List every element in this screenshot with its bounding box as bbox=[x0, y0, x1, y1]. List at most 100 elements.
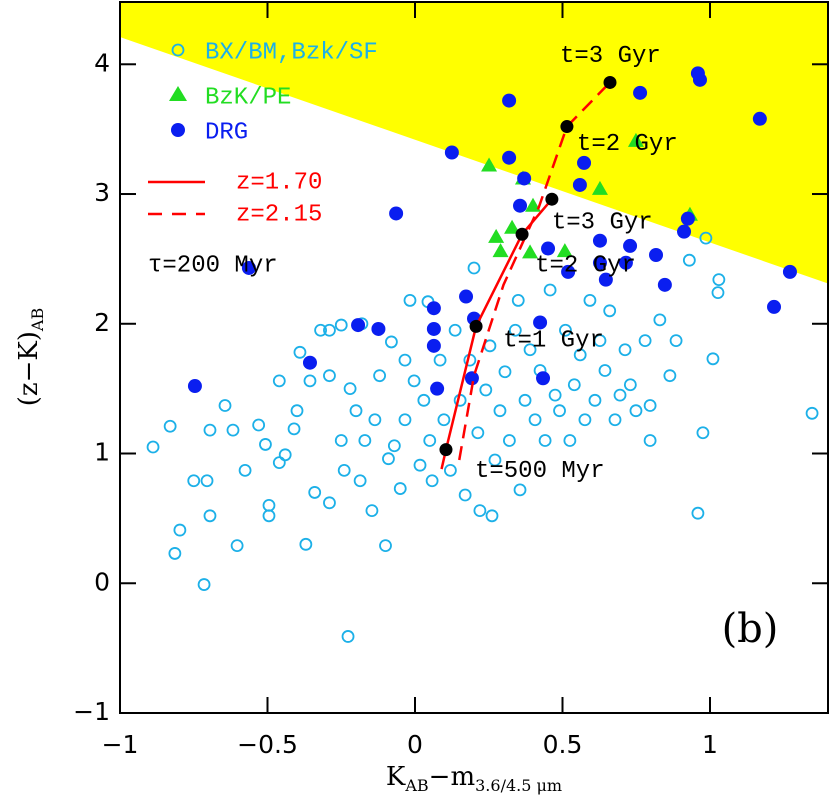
point bbox=[782, 264, 797, 279]
point bbox=[583, 294, 597, 307]
point bbox=[163, 419, 177, 433]
point bbox=[608, 413, 622, 427]
age-label: t=3 Gyr bbox=[552, 210, 653, 237]
point bbox=[563, 434, 577, 447]
point bbox=[417, 393, 431, 407]
point bbox=[573, 348, 587, 362]
plot-frame bbox=[119, 1, 829, 714]
point bbox=[168, 547, 182, 560]
point bbox=[559, 323, 572, 337]
point bbox=[598, 272, 613, 287]
point bbox=[382, 452, 395, 466]
point bbox=[334, 318, 348, 332]
point bbox=[618, 343, 632, 357]
point bbox=[548, 388, 562, 402]
point bbox=[618, 255, 633, 270]
point bbox=[623, 378, 637, 392]
point bbox=[259, 438, 272, 451]
point bbox=[578, 413, 592, 427]
plot-area: t=3 Gyr t=2 Gyr t=3 Gyr t=2 Gyr t=1 Gyr t=500… bbox=[120, 2, 828, 643]
point bbox=[592, 255, 607, 270]
point bbox=[226, 423, 240, 437]
point bbox=[577, 155, 592, 170]
point bbox=[479, 383, 493, 397]
point bbox=[278, 448, 292, 462]
point bbox=[603, 304, 617, 318]
point bbox=[425, 474, 439, 488]
point bbox=[538, 434, 552, 447]
point bbox=[528, 413, 542, 427]
point bbox=[541, 241, 556, 256]
point bbox=[533, 315, 548, 330]
x-tick-label: 0 bbox=[407, 730, 423, 759]
x-label-mid: −m bbox=[429, 762, 475, 792]
legend-symbol bbox=[171, 43, 185, 57]
point bbox=[592, 233, 607, 248]
point bbox=[303, 374, 317, 388]
point bbox=[308, 486, 322, 499]
point bbox=[358, 434, 372, 447]
point bbox=[426, 301, 441, 316]
model-track bbox=[458, 81, 611, 461]
point bbox=[481, 157, 498, 172]
point bbox=[187, 379, 202, 394]
point bbox=[523, 343, 537, 357]
point bbox=[423, 434, 437, 447]
y-axis-label: (z−K)AB bbox=[14, 308, 47, 407]
age-marker bbox=[439, 443, 453, 457]
point bbox=[444, 145, 459, 160]
age-label: t=3 Gyr bbox=[560, 43, 661, 70]
point bbox=[488, 453, 502, 467]
y-label-main: (z−K) bbox=[14, 331, 44, 406]
y-label-sub: AB bbox=[28, 308, 47, 332]
point bbox=[677, 224, 692, 239]
point bbox=[290, 404, 304, 418]
point bbox=[712, 273, 726, 287]
point bbox=[691, 506, 705, 520]
point bbox=[323, 369, 336, 383]
point bbox=[493, 404, 507, 418]
point bbox=[337, 463, 351, 477]
point bbox=[272, 374, 286, 388]
point bbox=[485, 509, 499, 523]
age-label: t=2 Gyr bbox=[577, 131, 678, 158]
point bbox=[502, 150, 517, 165]
point bbox=[767, 299, 782, 314]
point bbox=[238, 463, 252, 477]
point bbox=[230, 539, 244, 553]
age-label: t=2 Gyr bbox=[535, 253, 636, 280]
point bbox=[471, 426, 485, 440]
x-label-sub: 3.6/4.5 μm bbox=[475, 776, 562, 795]
point bbox=[407, 374, 421, 388]
point bbox=[643, 399, 657, 412]
point bbox=[663, 369, 677, 383]
x-label-sub: AB bbox=[404, 776, 428, 795]
point bbox=[699, 231, 713, 245]
point bbox=[384, 335, 398, 349]
point bbox=[567, 378, 581, 392]
point bbox=[649, 248, 664, 263]
panel-label: (b) bbox=[722, 606, 779, 652]
point bbox=[393, 482, 407, 495]
point bbox=[287, 422, 301, 436]
legend-label: z=1.70 bbox=[236, 169, 322, 196]
point bbox=[498, 365, 512, 379]
note: τ=200 Myr bbox=[148, 252, 278, 279]
age-label: t=1 Gyr bbox=[503, 328, 604, 355]
legend-label: DRG bbox=[205, 119, 248, 146]
age-marker bbox=[469, 319, 483, 333]
point bbox=[299, 537, 313, 551]
point bbox=[508, 323, 522, 337]
point bbox=[459, 289, 474, 304]
point bbox=[492, 243, 509, 258]
point bbox=[187, 474, 201, 488]
point bbox=[522, 244, 539, 259]
legend-label: z=2.15 bbox=[236, 201, 322, 228]
legend-symbol bbox=[171, 123, 185, 137]
point bbox=[638, 334, 652, 348]
point bbox=[379, 539, 392, 553]
point bbox=[146, 440, 160, 454]
point bbox=[467, 261, 481, 275]
y-tick-label: −1 bbox=[73, 697, 110, 726]
x-tick-label: −0.5 bbox=[237, 730, 298, 759]
